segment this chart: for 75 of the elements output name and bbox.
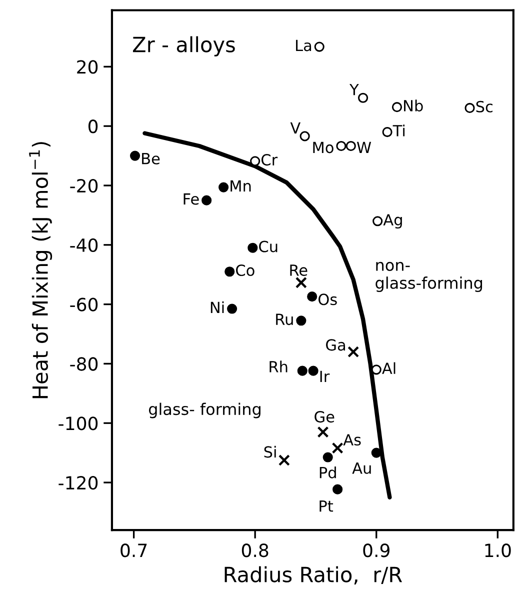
point [348, 346, 360, 358]
annotation: Be [142, 153, 160, 164]
x-tick-label: 0.7 [120, 544, 147, 558]
y-tick-label: -20 [70, 178, 98, 193]
point [336, 140, 346, 152]
annotation: glass- forming [148, 402, 260, 418]
annotation: non- glass-forming [376, 262, 482, 292]
point [295, 276, 307, 288]
point [300, 131, 310, 142]
annotation: Nb [404, 100, 423, 112]
point [317, 426, 329, 438]
annotation: Rh [270, 360, 288, 372]
y-tick-label: -40 [70, 238, 98, 252]
annotation: Ti [392, 124, 405, 136]
annotation: Au [352, 462, 371, 474]
x-tick-label: 0.8 [242, 544, 268, 558]
point [346, 140, 356, 152]
annotation: V [290, 122, 301, 134]
annotation: Co [236, 264, 254, 276]
annotation: Fe [184, 193, 199, 205]
annotation: Ag [383, 214, 402, 229]
point [218, 182, 229, 192]
x-tick-label: 1.0 [485, 544, 511, 558]
y-tick-label: -60 [70, 298, 98, 312]
point [130, 150, 140, 161]
annotation: Mn [230, 180, 251, 192]
point [382, 126, 392, 138]
annotation: Pt [320, 500, 334, 512]
annotation: Y [350, 84, 359, 96]
annotation: Ge [314, 411, 334, 423]
x-axis-title: Radius Ratio, r/R [224, 566, 402, 585]
annotation: Ru [276, 314, 293, 326]
annotation: La [296, 40, 312, 52]
point [371, 448, 382, 458]
point [332, 484, 343, 494]
y-tick-label: -80 [70, 357, 98, 371]
point [392, 102, 402, 112]
annotation: Cr [262, 154, 278, 166]
point [297, 366, 308, 376]
point [314, 42, 324, 52]
text: Zr - alloys [132, 36, 235, 56]
annotation: As [343, 434, 361, 446]
point [308, 366, 318, 376]
annotation: W [356, 142, 372, 153]
annotation: Si [264, 446, 276, 458]
annotation: Cu [259, 240, 278, 252]
point [250, 156, 260, 166]
annotation: Pd [320, 466, 336, 478]
point [296, 316, 306, 326]
point [248, 242, 258, 253]
point [322, 452, 333, 462]
y-tick-label: 20 [77, 60, 98, 74]
y-tick-label: -100 [58, 416, 98, 430]
y-tick-label: 0 [88, 120, 98, 134]
annotation: Sc [476, 100, 492, 112]
point [202, 195, 212, 206]
annotation: Ga [326, 339, 345, 351]
point [332, 442, 344, 454]
annotation: Os [318, 294, 337, 306]
annotation: Re [290, 264, 308, 276]
annotation: Ni [210, 301, 224, 313]
point [278, 454, 290, 466]
point [372, 216, 383, 226]
x-tick-label: 0.9 [363, 544, 390, 558]
annotation: Al [382, 362, 396, 374]
y-tick-label: -120 [58, 476, 98, 490]
point [464, 102, 475, 114]
point [371, 364, 382, 375]
annotation: Ir [320, 370, 330, 382]
point [224, 266, 235, 277]
point [307, 292, 318, 302]
annotation: Mo [313, 142, 334, 154]
y-axis-title: Heat of Mixing (kJ mol$^{−1}$) [29, 142, 52, 398]
point [358, 92, 368, 103]
point [226, 304, 238, 314]
